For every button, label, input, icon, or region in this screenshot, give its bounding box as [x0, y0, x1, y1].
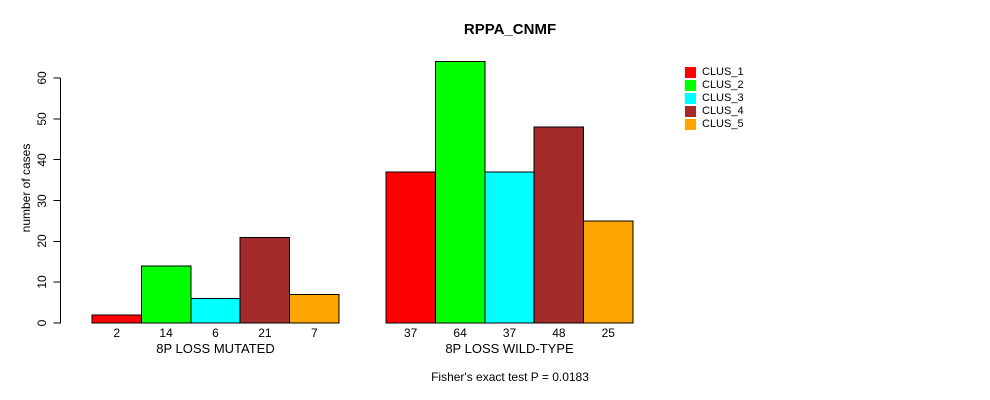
bar-value-label: 7: [310, 326, 318, 340]
bar-clus_3-group2: [484, 171, 535, 324]
y-tick-label: 10: [35, 275, 49, 289]
bar-value-label: 64: [453, 326, 467, 340]
legend-label: CLUS_5: [702, 117, 744, 130]
bar-clus_5-group1: [289, 293, 340, 324]
bar-value-label: 37: [404, 326, 418, 340]
bar-value-label: 2: [113, 326, 121, 340]
fisher-test-annotation: Fisher's exact test P = 0.0183: [431, 370, 589, 384]
legend-item: CLUS_5: [685, 118, 744, 131]
y-tick-label: 30: [35, 193, 49, 208]
legend-color-swatch: [685, 92, 696, 104]
legend-item: CLUS_2: [685, 79, 744, 92]
legend-item: CLUS_1: [685, 66, 744, 79]
bar-value-label: 48: [552, 326, 566, 340]
y-tick-label: 20: [35, 234, 49, 249]
legend-color-swatch: [685, 79, 696, 91]
x-category-label: 8P LOSS WILD-TYPE: [445, 341, 574, 356]
bar-value-label: 6: [212, 326, 219, 340]
x-category-label: 8P LOSS MUTATED: [156, 341, 275, 356]
legend-label: CLUS_4: [702, 104, 744, 117]
legend-item: CLUS_4: [685, 105, 744, 118]
bar-value-label: 21: [258, 326, 272, 340]
legend-item: CLUS_3: [685, 92, 744, 105]
bar-clus_3-group1: [190, 298, 241, 324]
legend-label: CLUS_3: [702, 91, 744, 104]
y-axis-label: number of cases: [19, 143, 33, 233]
bar-value-label: 37: [502, 326, 517, 340]
legend-label: CLUS_2: [702, 78, 744, 91]
bar-clus_4-group2: [533, 126, 585, 324]
bar-clus_4-group1: [239, 236, 291, 324]
bar-clus_1-group1: [91, 314, 142, 324]
bar-clus_2-group1: [140, 265, 192, 324]
bar-clus_5-group2: [583, 220, 634, 324]
bar-clus_1-group2: [385, 171, 436, 324]
legend-label: CLUS_1: [702, 65, 744, 78]
bar-value-label: 14: [159, 326, 173, 340]
y-tick-label: 40: [35, 152, 49, 167]
legend-color-swatch: [685, 105, 696, 117]
legend-color-swatch: [685, 118, 696, 130]
bar-value-label: 25: [601, 326, 615, 340]
y-tick-label: 50: [35, 112, 49, 126]
legend: CLUS_1 CLUS_2 CLUS_3 CLUS_4 CLUS_5: [685, 66, 744, 130]
legend-color-swatch: [685, 66, 696, 78]
bar-clus_2-group2: [434, 61, 486, 324]
chart-title: RPPA_CNMF: [463, 21, 557, 38]
y-tick-label: 0: [35, 319, 49, 327]
y-tick-label: 60: [35, 71, 49, 85]
